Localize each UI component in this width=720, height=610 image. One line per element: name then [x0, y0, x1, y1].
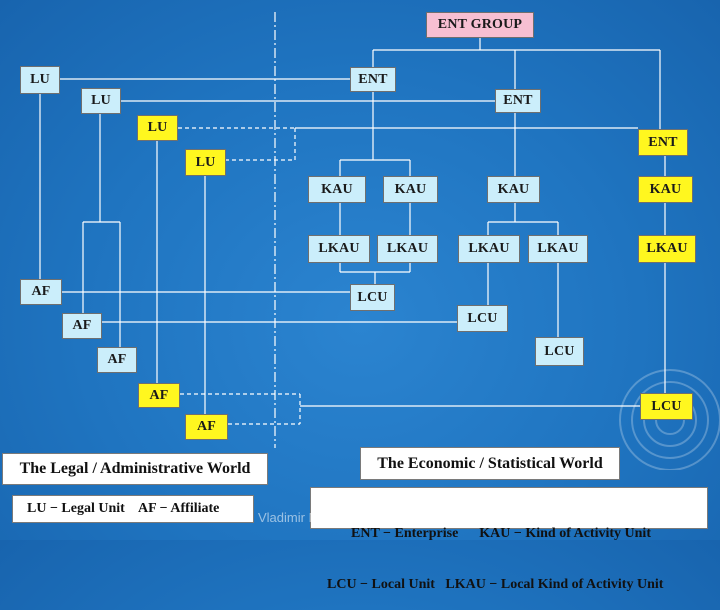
legal-world-title: The Legal / Administrative World	[2, 453, 268, 485]
lu-box-2: LU	[81, 88, 121, 114]
lkau-box-4: LKAU	[528, 235, 588, 263]
economic-world-title: The Economic / Statistical World	[360, 447, 620, 480]
economic-definitions-line-2: LCU − Local Unit LKAU − Local Kind of Ac…	[327, 577, 664, 592]
lkau-box-1: LKAU	[308, 235, 370, 263]
lkau-box-5: LKAU	[638, 235, 696, 263]
footer-credit: Vladimir Markhonko 2007	[258, 510, 406, 525]
af-box-2: AF	[62, 313, 102, 339]
ent-box-1: ENT	[350, 67, 396, 92]
lu-box-1: LU	[20, 66, 60, 94]
economic-definitions-line-1: ENT − Enterprise KAU − Kind of Activity …	[351, 526, 651, 541]
legal-definitions: LU − Legal Unit AF − Affiliate	[12, 495, 254, 523]
af-box-4: AF	[138, 383, 180, 408]
lu-box-3: LU	[137, 115, 178, 141]
ent-box-3: ENT	[638, 129, 688, 156]
lcu-box-4: LCU	[640, 393, 693, 420]
af-box-5: AF	[185, 414, 228, 440]
kau-box-3: KAU	[487, 176, 540, 203]
lcu-box-2: LCU	[457, 305, 508, 332]
lcu-box-1: LCU	[350, 284, 395, 311]
connector-lines	[0, 0, 720, 540]
lkau-box-2: LKAU	[377, 235, 438, 263]
ent-group-box: ENT GROUP	[426, 12, 534, 38]
kau-box-2: KAU	[383, 176, 438, 203]
af-box-1: AF	[20, 279, 62, 305]
kau-box-4: KAU	[638, 176, 693, 203]
lkau-box-3: LKAU	[458, 235, 520, 263]
lcu-box-3: LCU	[535, 337, 584, 366]
kau-box-1: KAU	[308, 176, 366, 203]
af-box-3: AF	[97, 347, 137, 373]
lu-box-4: LU	[185, 149, 226, 176]
ent-box-2: ENT	[495, 89, 541, 113]
